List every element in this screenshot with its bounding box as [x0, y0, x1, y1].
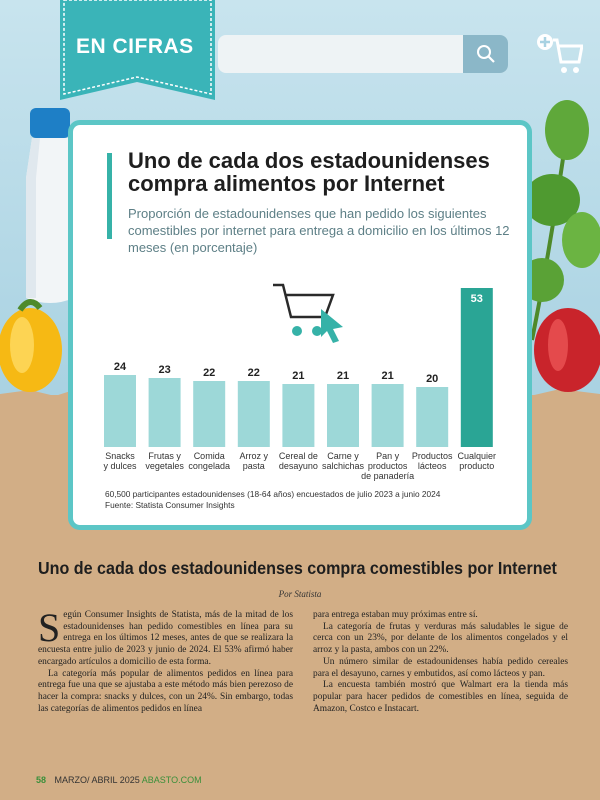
drop-cap: S	[38, 605, 61, 650]
page-number: 58	[36, 775, 47, 785]
bar	[104, 375, 136, 447]
article-paragraph: para entrega estaban muy próximas entre …	[313, 610, 478, 620]
chart-note-sample: 60,500 participantes estadounidenses (18…	[105, 489, 441, 499]
chart-source: Fuente: Statista Consumer Insights	[105, 500, 235, 510]
chart-footnote: 60,500 participantes estadounidenses (18…	[105, 489, 440, 511]
data-label: 53	[471, 293, 483, 305]
category-label: Snacks y dulces	[103, 451, 137, 471]
bar	[327, 384, 359, 447]
data-label: 24	[114, 361, 127, 373]
data-label: 21	[292, 370, 304, 382]
category-label: Carne y salchichas	[322, 451, 365, 471]
article-headline: Uno de cada dos estadounidenses compra c…	[38, 558, 557, 578]
bar	[237, 381, 270, 447]
category-label: Productos lácteos	[412, 451, 453, 471]
category-label: Frutas y vegetales	[145, 451, 184, 471]
chart-title: Uno de cada dos estadounidenses compra a…	[128, 148, 490, 196]
yellow-pepper-image	[0, 299, 62, 392]
search-input[interactable]	[218, 35, 508, 73]
section-label: EN CIFRAS	[76, 35, 194, 58]
section-tag	[60, 0, 215, 100]
article-paragraph: La categoría de frutas y verduras más sa…	[313, 621, 568, 656]
category-label: Cualquier producto	[458, 451, 497, 471]
bar	[416, 387, 449, 447]
bar	[148, 378, 181, 447]
red-pepper-image	[534, 308, 600, 392]
data-label: 22	[203, 367, 215, 379]
chart-subtitle: Proporción de estadounidenses que han pe…	[128, 206, 510, 255]
article-column-2: para entrega estaban muy próximas entre …	[313, 610, 568, 715]
cart-click-icon	[273, 283, 343, 343]
page-footer: 58 MARZO/ ABRIL 2025 ABASTO.COM	[36, 775, 202, 785]
search-icon	[476, 45, 495, 63]
article-paragraph: La encuesta también mostró que Walmart e…	[313, 680, 568, 714]
data-label: 23	[158, 364, 170, 376]
data-label: 20	[426, 373, 438, 385]
milk-bottle-image	[26, 108, 74, 303]
add-to-cart-icon[interactable]	[533, 32, 583, 76]
article-paragraph: La categoría más popular de alimentos pe…	[38, 668, 293, 714]
chart-card: Uno de cada dos estadounidenses compra a…	[68, 120, 532, 530]
article-paragraph: Un número similar de estadounidenses hab…	[313, 656, 568, 679]
article-byline: Por Statista	[278, 589, 322, 599]
category-label: Arroz y pasta	[240, 451, 269, 471]
search-button[interactable]	[463, 35, 508, 73]
title-accent-bar	[107, 153, 112, 239]
bar	[460, 288, 493, 447]
bar	[193, 381, 226, 447]
category-label: Comida congelada	[188, 451, 230, 471]
data-label: 21	[337, 370, 349, 382]
bar	[371, 384, 404, 447]
bar	[282, 384, 315, 447]
issue-date: MARZO/ ABRIL 2025	[54, 775, 140, 785]
bar-chart: 24 Snacks y dulces 23 Frutas y vegetales 22 Com…	[103, 288, 497, 481]
publication-brand: ABASTO.COM	[141, 775, 202, 785]
data-label: 22	[248, 367, 260, 379]
category-label: Pan y productos de panadería	[361, 451, 414, 481]
data-label: 21	[381, 370, 393, 382]
category-label: Cereal de desayuno	[279, 451, 318, 471]
